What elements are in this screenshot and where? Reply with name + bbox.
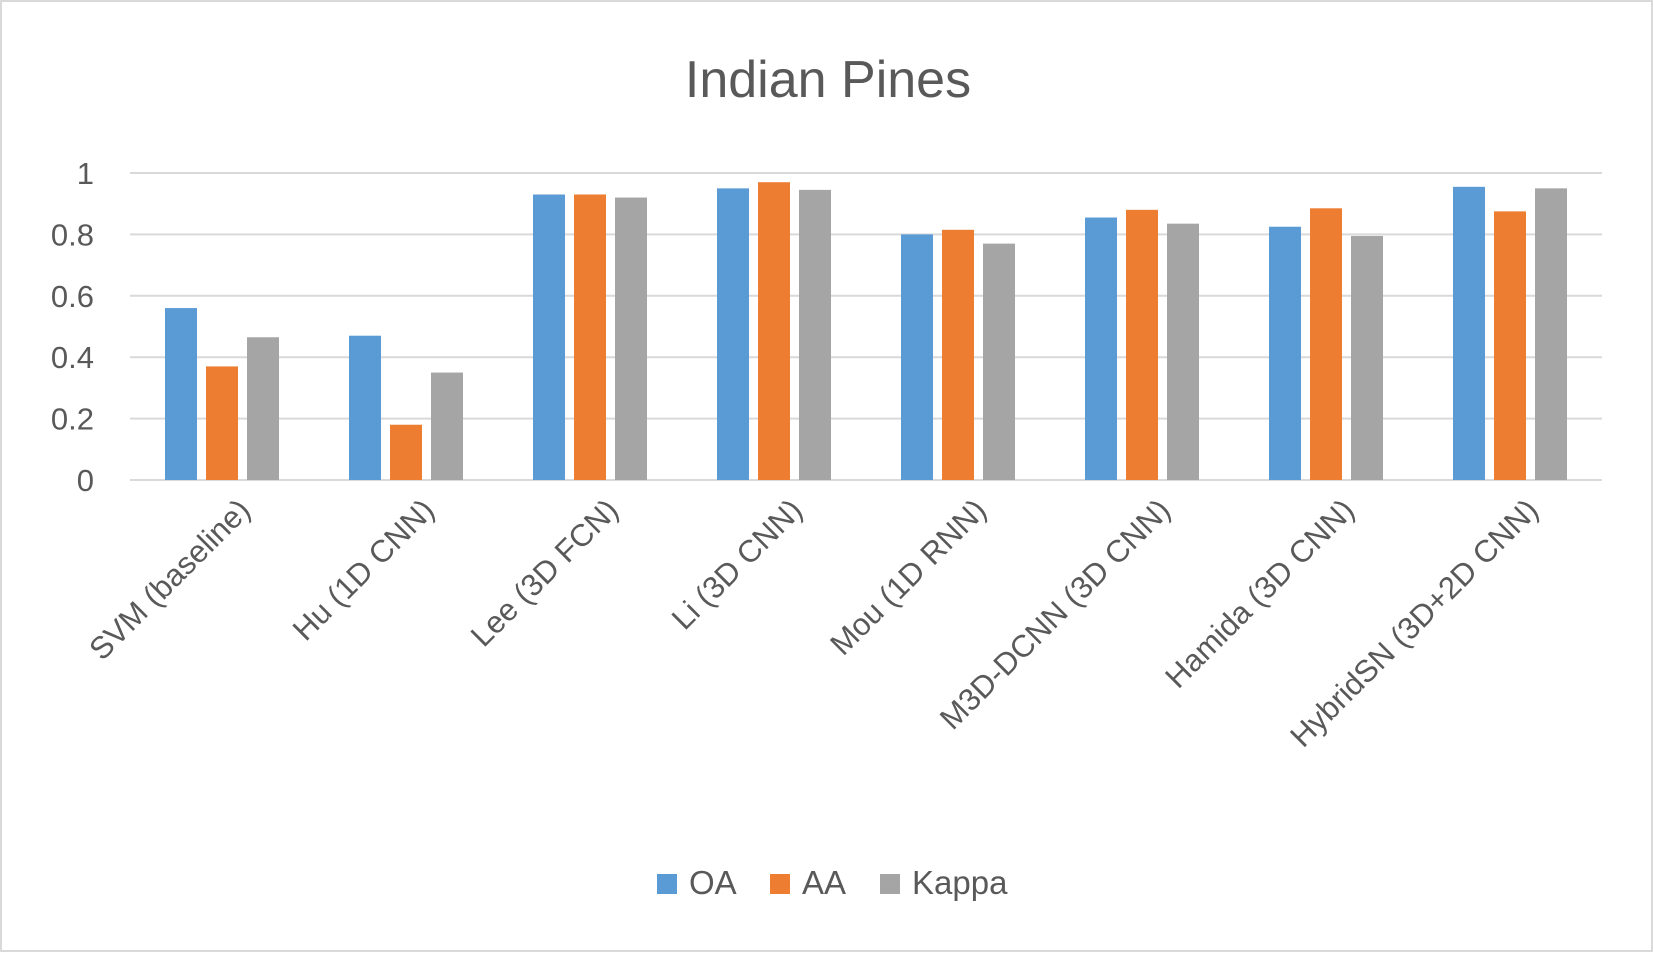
bar-aa-2 [390, 424, 422, 480]
y-tick-label: 0.2 [51, 402, 94, 437]
bar-layer [165, 182, 1567, 481]
bar-oa-7 [1269, 226, 1301, 480]
bar-oa-1 [165, 308, 197, 480]
legend-label-oa: OA [689, 864, 737, 901]
bar-kappa-2 [431, 372, 463, 480]
bar-kappa-7 [1351, 235, 1383, 480]
legend-label-aa: AA [802, 864, 846, 901]
bar-kappa-3 [615, 197, 647, 480]
bar-oa-8 [1453, 186, 1485, 480]
y-axis-ticks: 0 0.2 0.4 0.6 0.8 1 [51, 156, 94, 498]
bar-aa-1 [206, 366, 238, 480]
chart-title: Indian Pines [685, 51, 971, 109]
bar-kappa-6 [1167, 223, 1199, 480]
y-tick-label: 0.6 [51, 279, 94, 314]
bar-oa-6 [1085, 217, 1117, 480]
x-category-label: Mou (1D RNN) [823, 492, 993, 662]
x-axis-labels: SVM (baseline) Hu (1D CNN) Lee (3D FCN) Li … [82, 492, 1545, 754]
legend-swatch-kappa [880, 874, 900, 894]
x-category-label: Lee (3D FCN) [464, 492, 625, 653]
legend-swatch-aa [770, 874, 790, 894]
bar-kappa-5 [983, 243, 1015, 480]
legend-swatch-oa [657, 874, 677, 894]
bar-aa-5 [942, 229, 974, 480]
legend: OA AA Kappa [657, 864, 1008, 901]
bar-kappa-1 [247, 337, 279, 480]
bar-aa-6 [1126, 209, 1158, 480]
bar-oa-4 [717, 188, 749, 480]
bar-aa-3 [574, 194, 606, 481]
bar-aa-8 [1494, 211, 1526, 480]
bar-oa-5 [901, 234, 933, 480]
bar-oa-2 [349, 335, 381, 480]
y-tick-label: 0 [77, 463, 94, 498]
bar-aa-4 [758, 182, 790, 480]
x-category-label: Hu (1D CNN) [286, 492, 441, 647]
legend-label-kappa: Kappa [912, 864, 1008, 901]
y-tick-label: 0.8 [51, 217, 94, 252]
y-tick-label: 0.4 [51, 340, 94, 375]
bar-oa-3 [533, 194, 565, 481]
x-category-label: Hamida (3D CNN) [1158, 492, 1361, 695]
bar-aa-7 [1310, 208, 1342, 480]
x-category-label: SVM (baseline) [82, 492, 257, 667]
x-category-label: Li (3D CNN) [665, 492, 809, 636]
bar-kappa-8 [1535, 188, 1567, 480]
bar-kappa-4 [799, 189, 831, 480]
y-tick-label: 1 [77, 156, 94, 191]
